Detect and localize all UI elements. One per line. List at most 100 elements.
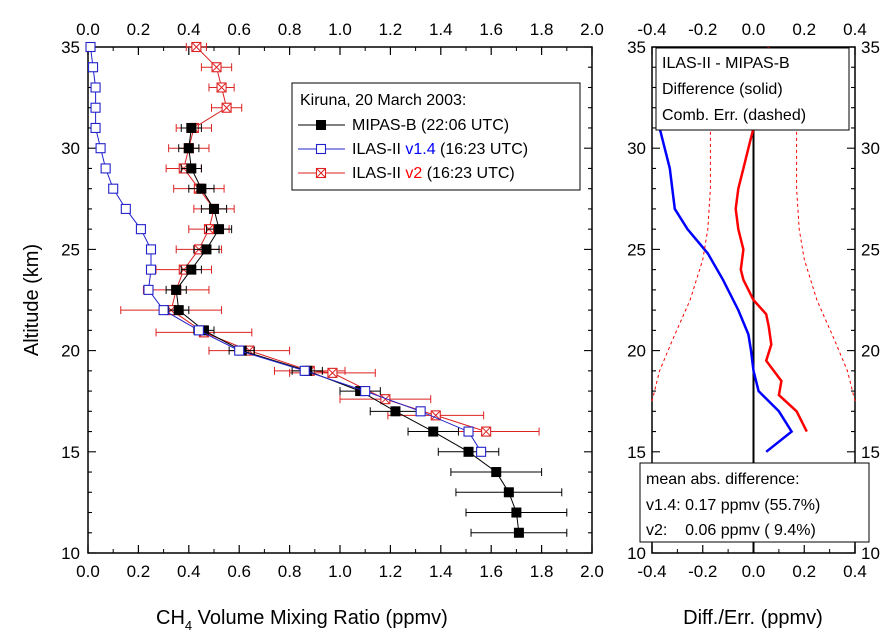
x-tick-label: 1.2 xyxy=(379,562,403,581)
x-tick-label-top: 2.0 xyxy=(580,20,604,39)
data-point xyxy=(171,284,182,295)
legend-box xyxy=(291,82,581,191)
data-point xyxy=(135,224,146,235)
data-point-cross xyxy=(380,394,391,405)
y-tick-label: 30 xyxy=(61,139,80,158)
y-tick-label: 15 xyxy=(627,443,646,462)
data-point xyxy=(513,527,524,538)
y-tick-label: 15 xyxy=(61,443,80,462)
data-point xyxy=(120,203,131,214)
x-tick-label: 0.4 xyxy=(177,562,201,581)
x-tick-label-top: 1.2 xyxy=(379,20,403,39)
data-point xyxy=(476,446,487,457)
data-point xyxy=(234,345,245,356)
data-point xyxy=(214,224,225,235)
y-axis-label: Altitude (km) xyxy=(21,244,43,356)
data-point xyxy=(145,264,157,275)
x-tick-label-top: 0.4 xyxy=(843,20,867,39)
y-tick-label: 30 xyxy=(627,139,646,158)
data-point xyxy=(315,143,327,155)
summary-v2: v2: 0.06 ppmv ( 9.4%) xyxy=(646,522,816,539)
y-tick-label-right: 35 xyxy=(861,38,880,57)
x-tick-label: 1.0 xyxy=(328,562,352,581)
left-panel: 0.0 0.0 0.2 0.2 0.4 0.4 0.6 0.6 0.8 0.8 1.0 1.0 1.2 1… xyxy=(61,20,604,581)
x-tick-label: 1.6 xyxy=(479,562,503,581)
x-tick-label: 0.2 xyxy=(792,562,816,581)
x-tick-label: 0.6 xyxy=(227,562,251,581)
x-tick-label-top: 0.2 xyxy=(792,20,816,39)
x-axis-label-rest: Volume Mixing Ratio (ppmv) xyxy=(192,607,448,629)
y-tick-label: 10 xyxy=(61,544,80,563)
y-tick-label-right: 15 xyxy=(861,443,880,462)
x-tick-label-top: 0.0 xyxy=(742,20,766,39)
x-tick-label: -0.4 xyxy=(637,562,666,581)
legend-entry: ILAS-II v2 (16:23 UTC) xyxy=(352,165,515,182)
data-point xyxy=(90,122,101,134)
data-point-cross xyxy=(211,62,222,73)
y-tick-label-right: 10 xyxy=(861,544,880,563)
legend-entry-text: MIPAS-B (22:06 UTC) xyxy=(352,117,509,134)
y-tick-label-right: 20 xyxy=(861,342,880,361)
x-tick-label-top: 0.2 xyxy=(127,20,151,39)
data-point xyxy=(90,102,101,113)
data-point xyxy=(193,325,204,336)
x-tick-label-top: 0.8 xyxy=(278,20,302,39)
legend-entry: ILAS-II v1.4 (16:23 UTC) xyxy=(352,141,528,158)
data-point xyxy=(186,264,197,275)
y-tick-label: 25 xyxy=(61,240,80,259)
x-tick-label-top: 0.6 xyxy=(227,20,251,39)
x-tick-label: 0.0 xyxy=(76,562,100,581)
data-point xyxy=(145,244,157,255)
data-point xyxy=(415,406,426,417)
x-tick-label-top: 1.4 xyxy=(429,20,453,39)
legend-right: ILAS-II - MIPAS-B Difference (solid) Com… xyxy=(655,47,850,131)
y-tick-label: 20 xyxy=(61,342,80,361)
legend-entry-text: ILAS-II xyxy=(352,141,405,158)
x-tick-label: 0.8 xyxy=(278,562,302,581)
data-point xyxy=(511,507,522,518)
right-legend-box xyxy=(655,47,850,131)
data-point xyxy=(209,203,219,214)
data-point xyxy=(491,467,502,478)
data-point xyxy=(316,120,326,130)
x-axis-label-main: CH xyxy=(156,607,185,629)
data-point-cross xyxy=(221,102,232,113)
right-legend-line-2: Difference (solid) xyxy=(662,81,783,98)
legend-entry-version: v2 xyxy=(405,165,422,182)
data-point xyxy=(463,426,474,437)
y-tick-label: 35 xyxy=(61,38,80,57)
data-point xyxy=(503,487,514,498)
series-1 xyxy=(85,41,487,457)
y-tick-label: 20 xyxy=(627,342,646,361)
data-point xyxy=(201,244,212,255)
legend-entry-version: v1.4 xyxy=(405,141,435,158)
data-point-cross xyxy=(216,82,227,93)
x-tick-label: 0.4 xyxy=(843,562,867,581)
x-tick-label: -0.2 xyxy=(688,562,717,581)
data-point xyxy=(186,122,197,133)
right-x-axis-label: Diff./Err. (ppmv) xyxy=(683,607,823,629)
x-tick-label: 2.0 xyxy=(580,562,604,581)
y-tick-label-right: 30 xyxy=(861,139,880,158)
data-point xyxy=(196,183,207,194)
x-tick-label: 1.8 xyxy=(530,562,554,581)
error-envelope-line-negative xyxy=(651,47,714,402)
data-point xyxy=(95,143,106,154)
data-point-cross xyxy=(316,168,326,178)
diff-series-2 xyxy=(651,47,856,402)
x-tick-label-top: 1.6 xyxy=(479,20,503,39)
data-point xyxy=(360,386,371,397)
legend-left: Kiruna, 20 March 2003: MIPAS-B (22:06 UT… xyxy=(291,82,581,191)
y-tick-label: 10 xyxy=(627,544,646,563)
data-point xyxy=(428,426,439,437)
x-tick-label: 0.0 xyxy=(742,562,766,581)
summary-v14: v1.4: 0.17 ppmv (55.7%) xyxy=(646,497,820,514)
data-point-cross xyxy=(327,368,338,378)
y-tick-label-right: 25 xyxy=(861,240,880,259)
x-axis-label-subscript: 4 xyxy=(185,618,192,633)
data-point xyxy=(390,406,401,417)
legend-entry-time: (16:23 UTC) xyxy=(422,165,514,182)
data-point xyxy=(85,41,96,53)
data-point xyxy=(183,143,194,154)
right-legend-line-1: ILAS-II - MIPAS-B xyxy=(662,55,790,72)
